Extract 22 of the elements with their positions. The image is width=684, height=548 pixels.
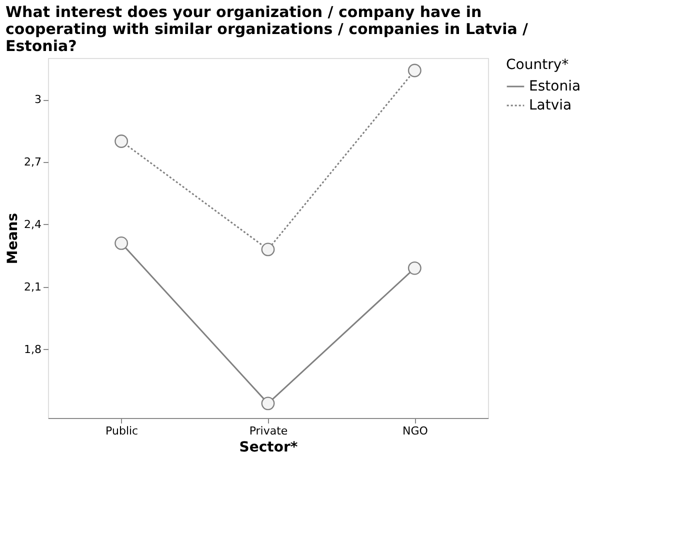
legend-title: Country*: [506, 57, 569, 73]
point: [408, 261, 422, 275]
point: [261, 242, 275, 256]
text: Estonia?: [6, 37, 77, 55]
point: [408, 64, 422, 78]
x-axis-title: Sector*: [239, 440, 298, 456]
legend-label: Latvia: [529, 98, 572, 114]
y-tick-label: 2,7: [24, 156, 42, 169]
y-tick-label: 2,1: [24, 280, 42, 294]
y-tick-label: 1,8: [24, 342, 42, 356]
text: cooperating with similar organizations / companies in Latvia /: [6, 20, 528, 38]
y-axis-title: Means: [5, 212, 22, 264]
point: [114, 236, 128, 250]
text: What interest does your organization / company have in: [6, 3, 482, 21]
x-tick-label: Public: [106, 424, 138, 438]
x-tick-label: NGO: [402, 424, 428, 438]
legend-label: Estonia: [529, 78, 581, 94]
x-tick-label: Private: [249, 424, 288, 438]
point: [261, 396, 275, 410]
point: [114, 134, 128, 148]
y-tick-label: 2,4: [24, 218, 42, 231]
y-tick-label: 3: [34, 93, 42, 106]
